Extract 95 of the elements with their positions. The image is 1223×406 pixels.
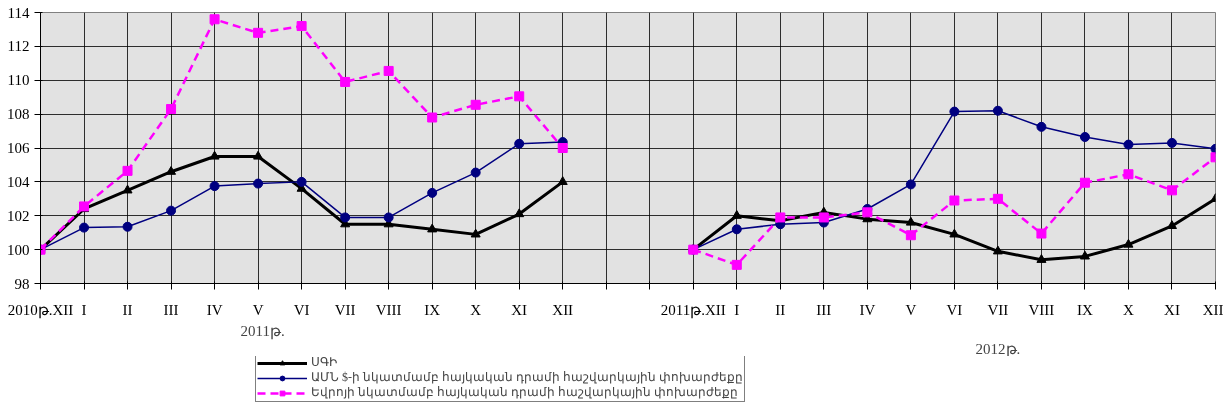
y-tick-label: 100 bbox=[7, 241, 30, 258]
x-tick-label: V bbox=[252, 301, 264, 318]
text: 2011թ. bbox=[240, 322, 285, 340]
point bbox=[383, 212, 394, 223]
point bbox=[862, 207, 873, 218]
point bbox=[427, 112, 438, 123]
x-tick-label: IV bbox=[206, 301, 223, 318]
point bbox=[514, 91, 525, 102]
point bbox=[340, 76, 351, 87]
x-tick-label: 2011թ.XII bbox=[660, 301, 726, 319]
point bbox=[992, 105, 1003, 116]
text: 2012թ. bbox=[975, 340, 1021, 358]
point bbox=[1166, 185, 1177, 196]
point bbox=[949, 228, 960, 238]
point bbox=[209, 150, 220, 160]
point bbox=[1166, 137, 1177, 148]
x-tick-label: X bbox=[1123, 301, 1135, 318]
x-tick-label: VI bbox=[293, 301, 310, 318]
point bbox=[79, 222, 90, 233]
legend-label: Եվրոյի նկատմամբ հայկական դրամի հաշվարկային փոխարժեքը bbox=[311, 385, 738, 400]
point bbox=[731, 210, 742, 219]
y-tick-label: 102 bbox=[7, 207, 30, 224]
point bbox=[731, 259, 742, 270]
x-tick-label: I bbox=[81, 301, 87, 318]
point bbox=[1079, 250, 1090, 260]
x-tick-label: IX bbox=[1077, 301, 1094, 318]
y-tick-label: 114 bbox=[7, 4, 30, 21]
point bbox=[427, 187, 438, 198]
point bbox=[296, 176, 307, 187]
point bbox=[166, 166, 177, 175]
point bbox=[253, 150, 264, 160]
point bbox=[470, 167, 481, 178]
x-tick-label: VI bbox=[946, 301, 963, 318]
y-tick-label: 98 bbox=[14, 275, 30, 292]
point bbox=[905, 230, 916, 241]
point bbox=[992, 193, 1003, 204]
point bbox=[253, 178, 264, 189]
x-tick-label: XII bbox=[1202, 301, 1223, 318]
point bbox=[427, 223, 438, 233]
point bbox=[905, 179, 916, 190]
point bbox=[383, 65, 394, 76]
x-tick-label: I bbox=[734, 301, 740, 318]
point bbox=[1036, 254, 1047, 263]
point bbox=[1079, 177, 1090, 188]
point bbox=[818, 212, 829, 223]
y-tick-label: 110 bbox=[7, 72, 30, 89]
x-tick-label: IX bbox=[424, 301, 441, 318]
x-tick-label: XI bbox=[511, 301, 528, 318]
point bbox=[905, 216, 916, 226]
point bbox=[122, 165, 133, 176]
x-tick-label: II bbox=[122, 301, 133, 318]
point bbox=[1123, 139, 1134, 150]
point bbox=[557, 143, 568, 153]
point bbox=[209, 14, 220, 25]
point bbox=[1036, 228, 1047, 239]
point bbox=[949, 106, 960, 117]
x-tick-label: X bbox=[470, 301, 482, 318]
point bbox=[296, 21, 307, 32]
x-tick-label: VIII bbox=[375, 301, 402, 318]
x-tick-label: 2010թ.XII bbox=[7, 301, 74, 319]
y-tick-label: 112 bbox=[7, 38, 30, 55]
point bbox=[209, 181, 220, 192]
point bbox=[470, 228, 481, 238]
point bbox=[514, 138, 525, 149]
x-tick-label: III bbox=[163, 301, 179, 318]
x-tick-label: IV bbox=[859, 301, 876, 318]
point bbox=[949, 195, 960, 206]
x-tick-label: V bbox=[905, 301, 917, 318]
x-tick-label: VII bbox=[987, 301, 1009, 318]
point bbox=[122, 221, 133, 232]
legend-label: ՍԳԻ bbox=[311, 355, 337, 370]
point bbox=[166, 205, 177, 216]
point bbox=[1123, 169, 1134, 180]
point bbox=[166, 104, 177, 115]
point bbox=[1123, 238, 1134, 248]
x-tick-label: VII bbox=[334, 301, 356, 318]
point bbox=[992, 245, 1003, 255]
point bbox=[1079, 132, 1090, 142]
legend-label: ԱՄՆ $-ի նկատմամբ հայկական դրամի հաշվարկային փոխարժեքը bbox=[311, 370, 743, 385]
x-tick-label: II bbox=[775, 301, 786, 318]
x-tick-label: VIII bbox=[1028, 301, 1055, 318]
point bbox=[122, 184, 133, 194]
y-tick-label: 104 bbox=[7, 173, 30, 190]
point bbox=[470, 99, 481, 110]
point bbox=[514, 208, 525, 218]
x-tick-label: XII bbox=[552, 301, 574, 318]
x-tick-label: XI bbox=[1164, 301, 1180, 318]
x-tick-label: III bbox=[816, 301, 832, 318]
y-tick-label: 108 bbox=[7, 106, 30, 123]
point bbox=[731, 224, 742, 235]
point bbox=[340, 212, 351, 223]
y-tick-label: 106 bbox=[7, 140, 30, 156]
point bbox=[1036, 121, 1047, 132]
point bbox=[557, 176, 568, 185]
point bbox=[253, 27, 264, 38]
